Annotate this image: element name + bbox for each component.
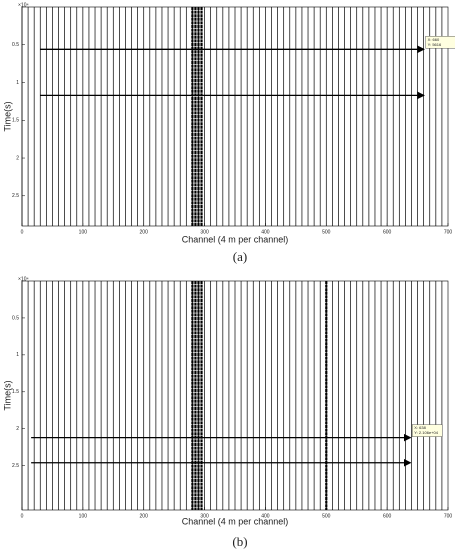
y-tick-label: 2 (16, 426, 19, 432)
datatip-text: Y: 5616 (428, 42, 442, 47)
x-tick-label: 0 (21, 513, 24, 519)
x-tick-label: 0 (21, 229, 24, 235)
caption: (a) (233, 249, 247, 264)
x-tick-label: 400 (261, 229, 270, 235)
x-tick-label: 400 (261, 513, 270, 519)
y-exponent: ×10⁴ (18, 276, 29, 282)
x-tick-label: 200 (140, 513, 149, 519)
caption: (b) (232, 534, 247, 549)
x-tick-label: 700 (444, 513, 453, 519)
x-tick-label: 300 (200, 229, 209, 235)
x-tick-label: 600 (383, 513, 392, 519)
datatip (425, 36, 455, 49)
x-axis-label: Channel (4 m per channel) (182, 234, 289, 244)
x-tick-label: 100 (79, 229, 88, 235)
y-axis-label: Time(s) (2, 380, 12, 410)
x-tick-label: 700 (444, 229, 453, 235)
x-tick-label: 300 (200, 513, 209, 519)
y-tick-label: 2.5 (12, 193, 19, 199)
datatip-text: X: 638 (414, 425, 426, 430)
y-tick-label: 1.5 (12, 389, 19, 395)
datatip-text: X: 660 (428, 37, 440, 42)
x-tick-label: 200 (140, 229, 149, 235)
y-tick-label: 2.5 (12, 463, 19, 469)
x-tick-label: 100 (79, 513, 88, 519)
y-tick-label: 2 (16, 155, 19, 161)
y-tick-label: 1 (16, 80, 19, 86)
x-tick-label: 500 (322, 513, 331, 519)
x-axis-label: Channel (4 m per channel) (182, 516, 289, 526)
x-tick-label: 600 (383, 229, 392, 235)
x-tick-label: 500 (322, 229, 331, 235)
y-tick-label: 0.5 (12, 315, 19, 321)
datatip (412, 424, 443, 437)
y-tick-label: 0.5 (12, 42, 19, 48)
datatip-text: Y: 2.106e+04 (414, 430, 438, 435)
y-axis-label: Time(s) (2, 101, 12, 131)
y-tick-label: 1.5 (12, 118, 19, 124)
y-exponent: ×10⁴ (18, 2, 29, 8)
y-tick-label: 1 (16, 352, 19, 358)
